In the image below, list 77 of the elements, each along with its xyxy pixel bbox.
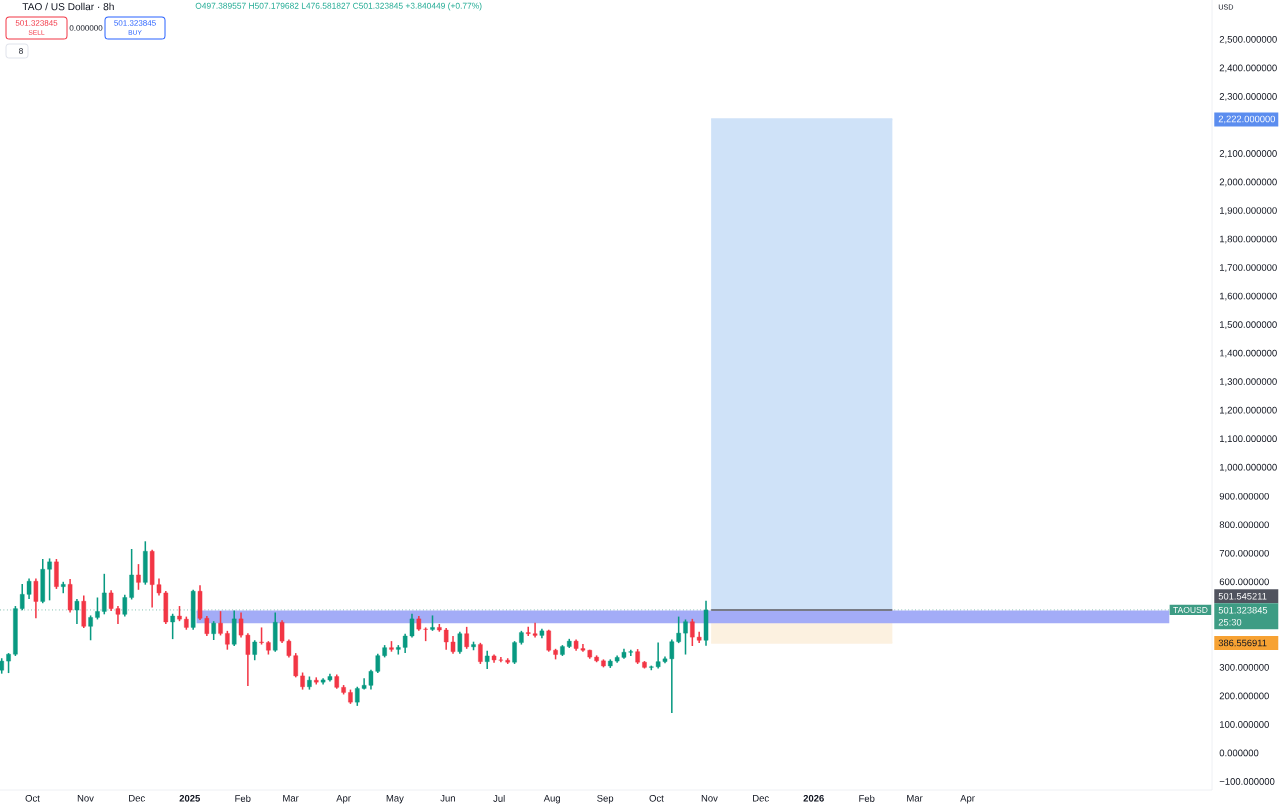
candlestick: [484, 650, 490, 670]
chart-subtitle: O497.389557 H507.179682 L476.581827 C501.323845 +3.840449 (+0.77%): [195, 2, 482, 11]
y-tick-label: 300.000000: [1219, 664, 1269, 671]
y-tick-label: 600.000000: [1219, 578, 1269, 586]
candlestick: [252, 639, 257, 661]
candlestick: [74, 598, 80, 625]
x-tick-label: Jun: [440, 794, 455, 802]
y-tick-label: 2,400.000000: [1219, 64, 1277, 73]
candlestick: [95, 596, 100, 621]
text: 501.323845: [1218, 606, 1268, 614]
y-tick-label: 700.000000: [1219, 549, 1269, 557]
candlestick: [225, 630, 230, 651]
annotation: 8: [19, 48, 23, 54]
candlestick: [6, 652, 11, 674]
y-tick-label: 1,000.000000: [1220, 463, 1277, 472]
x-tick-label: Jul: [493, 794, 505, 802]
y-tick-label: 0.000000: [1219, 749, 1259, 757]
x-tick-label: Apr: [336, 794, 351, 804]
y-tick-label: 800.000000: [1219, 521, 1269, 529]
x-tick-label: Feb: [859, 794, 875, 802]
annotation: 0.000000: [69, 25, 103, 31]
y-tick-label: 1,100.000000: [1220, 435, 1277, 444]
x-tick-label: 2025: [179, 794, 201, 802]
x-tick-label: Nov: [701, 794, 718, 802]
y-tick-label: 1,400.000000: [1220, 349, 1277, 358]
candlestick: [218, 610, 223, 637]
y-tick-label: 1,800.000000: [1220, 235, 1277, 244]
candlestick: [102, 573, 107, 616]
y-tick-label: 1,500.000000: [1220, 321, 1277, 330]
candlestick: [88, 614, 93, 642]
y-tick-label: 1,600.000000: [1220, 292, 1277, 301]
x-tick-label: 2026: [803, 794, 824, 802]
candlestick: [47, 557, 52, 602]
candlestick: [33, 577, 39, 620]
annotation: 501.323845: [114, 20, 156, 26]
candlestick: [478, 642, 483, 665]
candlestick: [464, 626, 469, 650]
y-tick-label: 1,200.000000: [1220, 406, 1277, 415]
x-tick-label: Oct: [649, 794, 664, 802]
candlestick: [122, 593, 128, 618]
x-tick-label: Dec: [129, 794, 145, 802]
y-tick-label: 2,100.000000: [1219, 150, 1277, 158]
candlestick: [61, 581, 66, 594]
chart-title: TAO / US Dollar · 8h: [22, 2, 114, 11]
y-tick-label: 1,700.000000: [1220, 264, 1277, 272]
x-tick-label: Dec: [753, 794, 769, 802]
x-tick-label: Nov: [77, 794, 94, 802]
x-tick-label: Mar: [283, 794, 299, 802]
ref-line-label: TAOUSD: [1173, 606, 1208, 613]
candlestick: [512, 640, 517, 665]
candlestick: [683, 618, 688, 656]
candlestick: [170, 612, 175, 640]
x-tick-label: May: [386, 794, 404, 804]
x-tick-label: Sep: [597, 794, 614, 804]
annotation: 501.323845: [15, 20, 58, 26]
x-tick-label: Oct: [25, 794, 40, 802]
y-tick-label: 900.000000: [1219, 492, 1269, 500]
y-tick-label: 100.000000: [1220, 721, 1269, 728]
text: 2,222.000000: [1218, 115, 1276, 124]
candlestick: [136, 563, 141, 591]
y-tick-label: 1,900.000000: [1220, 207, 1277, 215]
x-tick-label: Aug: [543, 794, 560, 804]
y-tick-label: 2,500.000000: [1219, 36, 1277, 44]
y-tick-label: 2,300.000000: [1219, 93, 1277, 101]
text: 386.556911: [1218, 639, 1267, 647]
x-tick-label: Feb: [235, 794, 251, 802]
y-tick-label: −100.000000: [1219, 778, 1275, 785]
y-tick-label: 2,000.000000: [1219, 178, 1277, 187]
x-tick-label: Apr: [960, 794, 975, 804]
candlestick: [457, 630, 463, 655]
text: 501.545211: [1218, 592, 1267, 600]
candlestick: [211, 620, 216, 641]
y-tick-label: 200.000000: [1219, 692, 1269, 700]
candlestick: [129, 548, 134, 601]
x-tick-label: Mar: [907, 794, 923, 802]
y-tick-label: 1,300.000000: [1220, 378, 1277, 387]
text: 25:30: [1218, 618, 1242, 626]
